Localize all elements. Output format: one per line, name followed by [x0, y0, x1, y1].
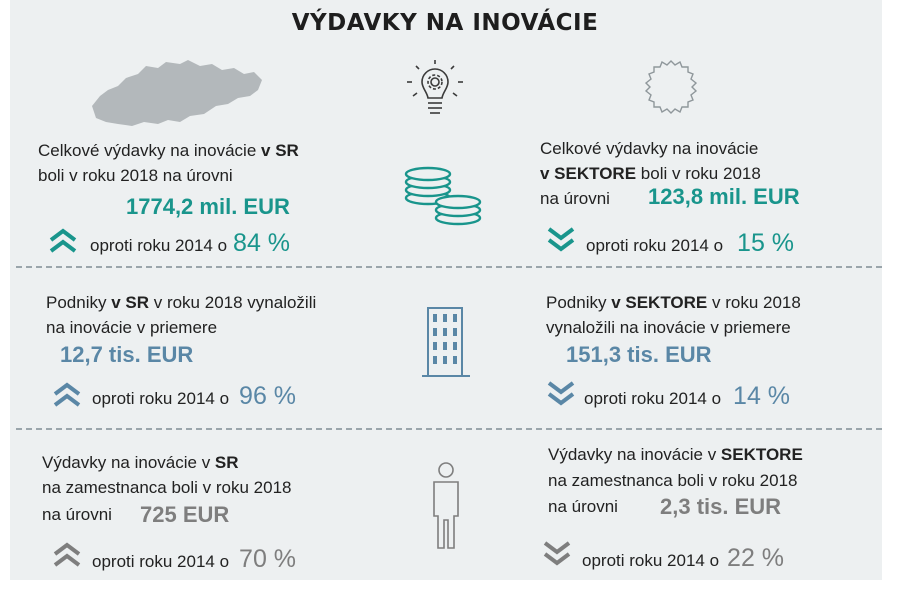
row2-left-compare: oproti roku 2014 o 96 %: [92, 382, 297, 410]
row2-left-line1: Podniky v SR v roku 2018 vynaložili: [46, 293, 317, 312]
row3-left-line1: Výdavky na inovácie v SR: [42, 453, 239, 472]
row3-left-line2: na zamestnanca boli v roku 2018: [42, 478, 292, 497]
row2-left-value: 12,7 tis. EUR: [60, 342, 194, 367]
page-title: VÝDAVKY NA INOVÁCIE: [291, 10, 599, 36]
row1-right-line1: Celkové výdavky na inovácie: [540, 139, 759, 158]
lightbulb-gear-icon: [407, 60, 463, 114]
row-divider: [16, 428, 882, 430]
row3-left-percent: 70 %: [239, 545, 297, 573]
gear-outline-icon: [644, 60, 698, 114]
row2-right-line1: Podniky v SEKTORE v roku 2018: [546, 293, 801, 312]
row2-left-line2: na inovácie v priemere: [46, 318, 218, 337]
row3-right-line1: Výdavky na inovácie v SEKTORE: [548, 445, 803, 464]
row3-right-percent: 22 %: [727, 544, 785, 572]
row2-right-value: 151,3 tis. EUR: [566, 342, 712, 367]
row1-left-value: 1774,2 mil. EUR: [126, 194, 290, 219]
row1-left-compare: oproti roku 2014 o 84 %: [90, 229, 291, 257]
row1-left-line1: Celkové výdavky na inovácie v SR: [38, 141, 299, 160]
row2-left-percent: 96 %: [239, 382, 297, 410]
chevron-down-icon: [547, 381, 575, 406]
chevron-up-icon: [53, 542, 81, 567]
row3-left-compare: oproti roku 2014 o 70 %: [92, 545, 297, 573]
coins-icon: [404, 166, 482, 226]
row3-right-value: 2,3 tis. EUR: [660, 494, 782, 519]
row1-left-line2: boli v roku 2018 na úrovni: [38, 166, 233, 185]
row1-right-percent: 15 %: [737, 229, 795, 257]
row2-right-compare: oproti roku 2014 o 14 %: [584, 382, 791, 410]
row2-right-line2: vynaložili na inovácie v priemere: [546, 318, 791, 337]
slovakia-map-icon: [92, 60, 262, 126]
row1-right-value: 123,8 mil. EUR: [648, 184, 800, 209]
row1-right-compare: oproti roku 2014 o 15 %: [586, 229, 795, 257]
row3-left-value: 725 EUR: [140, 502, 230, 527]
chevron-up-icon: [49, 228, 77, 253]
row2-right-percent: 14 %: [733, 382, 791, 410]
row1-right-line2: v SEKTORE boli v roku 2018: [540, 164, 761, 183]
row1-left-percent: 84 %: [233, 229, 291, 257]
row3-left-line3: na úrovni: [42, 505, 112, 524]
row1-right-line3: na úrovni: [540, 189, 610, 208]
chevron-down-icon: [547, 227, 575, 252]
row3-right-compare: oproti roku 2014 o 22 %: [582, 544, 785, 572]
chevron-down-icon: [543, 541, 571, 566]
row-divider: [16, 266, 882, 268]
person-icon: [433, 462, 459, 549]
building-icon: [422, 307, 470, 377]
row3-right-line3: na úrovni: [548, 497, 618, 516]
row3-right-line2: na zamestnanca boli v roku 2018: [548, 471, 798, 490]
chevron-up-icon: [53, 382, 81, 407]
